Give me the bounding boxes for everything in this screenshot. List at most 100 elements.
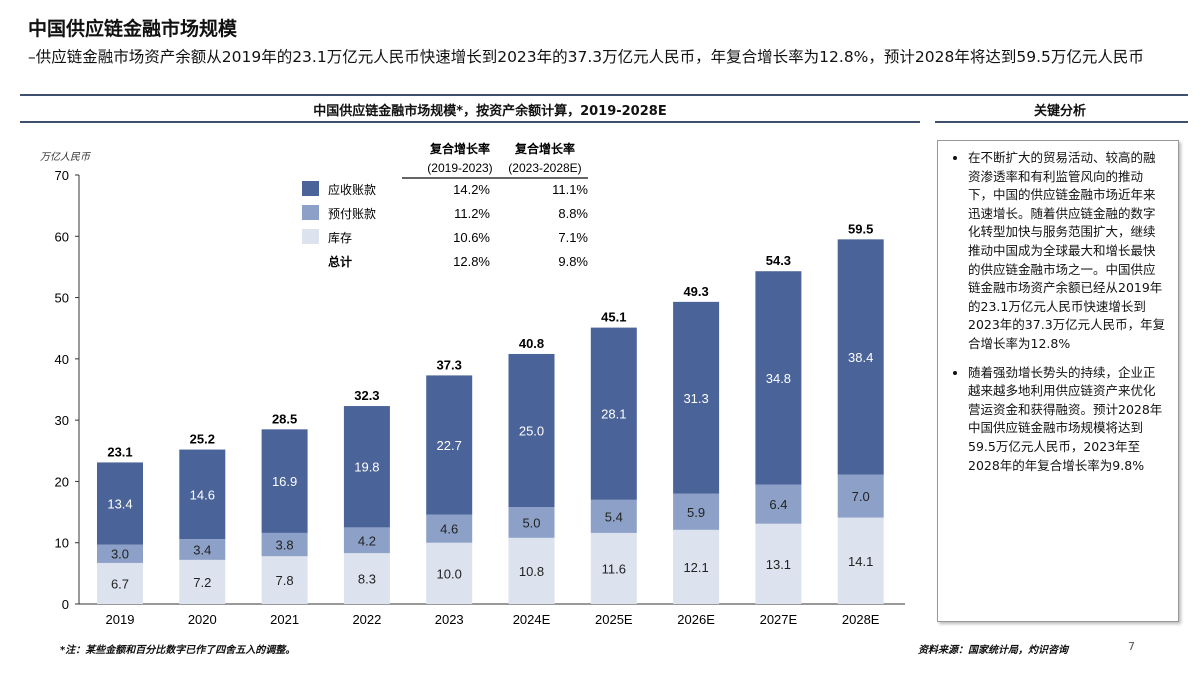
cagr-value: 10.6% xyxy=(453,230,490,245)
bar-segment xyxy=(508,353,555,508)
bar-segment xyxy=(179,559,226,604)
cagr-header-period: (2019-2023) xyxy=(427,161,492,175)
data-label: 14.6 xyxy=(190,487,215,502)
legend-label: 库存 xyxy=(328,230,352,245)
bar-segment xyxy=(508,507,555,538)
bar-segment xyxy=(343,553,390,604)
y-tick-label: 50 xyxy=(55,291,69,306)
data-label: 3.8 xyxy=(276,538,294,553)
source: 资料来源：国家统计局，灼识咨询 xyxy=(918,645,1068,656)
data-label: 22.7 xyxy=(437,438,462,453)
data-label: 6.4 xyxy=(769,497,787,512)
chart-title: 中国供应链金融市场规模*，按资产余额计算，2019-2028E xyxy=(313,104,667,119)
bullet: 随着强劲增长势头的持续，企业正越来越多地利用供应链资产来优化营运资金和获得融资。… xyxy=(968,364,1166,476)
data-label: 19.8 xyxy=(354,460,379,475)
y-tick-label: 10 xyxy=(55,536,69,551)
bar-segment xyxy=(261,556,308,604)
bar-segment xyxy=(755,484,802,524)
x-tick-label: 2027E xyxy=(760,612,798,627)
total-label: 25.2 xyxy=(190,432,215,447)
bar-segment xyxy=(261,429,308,533)
x-tick-label: 2025E xyxy=(595,612,633,627)
bar-segment xyxy=(673,301,720,494)
data-label: 7.8 xyxy=(276,573,294,588)
bar-segment xyxy=(590,499,637,533)
page-number: 7 xyxy=(1128,640,1135,653)
legend-swatch xyxy=(302,205,319,220)
total-label: 40.8 xyxy=(519,336,544,351)
bar-segment xyxy=(343,406,390,528)
total-label: 49.3 xyxy=(683,284,708,299)
legend-label: 应收账款 xyxy=(328,182,376,197)
data-label: 8.3 xyxy=(358,572,376,587)
footnote: *注：某些金额和百分比数字已作了四舍五入的调整。 xyxy=(60,645,296,656)
cagr-header-period: (2023-2028E) xyxy=(508,161,581,175)
bar-segment xyxy=(97,544,143,563)
x-tick-label: 2020 xyxy=(188,612,217,627)
bar-segment xyxy=(590,327,637,500)
bullet: 在不断扩大的贸易活动、较高的融资渗透率和有利监管风向的推动下，中国的供应链金融市… xyxy=(968,149,1166,354)
divider xyxy=(935,121,1188,123)
data-label: 25.0 xyxy=(519,424,544,439)
key-analysis-title: 关键分析 xyxy=(1033,104,1086,119)
subtitle: –供应链金融市场资产余额从2019年的23.1万亿元人民币快速增长到2023年的… xyxy=(28,48,1144,66)
total-label: 54.3 xyxy=(766,253,791,268)
cagr-header: 复合增长率 xyxy=(514,141,575,156)
legend-swatch xyxy=(302,181,319,196)
y-tick-label: 30 xyxy=(55,413,69,428)
bar-segment xyxy=(590,532,637,604)
total-label: 45.1 xyxy=(601,310,626,325)
bar-segment xyxy=(837,517,884,604)
data-label: 3.0 xyxy=(111,547,129,562)
bar-segment xyxy=(837,474,884,518)
legend-label: 预付账款 xyxy=(328,207,376,221)
bar-segment xyxy=(97,562,143,604)
bar-segment xyxy=(673,529,720,604)
y-tick-label: 20 xyxy=(55,474,69,489)
cagr-header: 复合增长率 xyxy=(429,141,490,156)
data-label: 7.2 xyxy=(193,575,211,590)
data-label: 11.6 xyxy=(602,561,626,576)
x-tick-label: 2026E xyxy=(677,612,715,627)
x-tick-label: 2028E xyxy=(842,612,880,627)
bar-segment xyxy=(179,449,226,540)
data-label: 4.2 xyxy=(358,533,376,548)
legend-swatch xyxy=(302,229,319,244)
bar-segment xyxy=(261,532,308,557)
bar-segment xyxy=(97,462,143,545)
total-label: 28.5 xyxy=(272,411,297,426)
data-label: 5.9 xyxy=(687,505,705,520)
stacked-bar-chart: 0 10 20 30 40 50 60 70 万亿人民币 6.7 3.0 13.4 23.1 2019 7.… xyxy=(40,141,905,627)
bar-segment xyxy=(426,375,473,515)
bar-segment xyxy=(673,493,720,530)
data-label: 13.4 xyxy=(107,496,132,511)
legend-label: 总计 xyxy=(328,254,352,269)
divider xyxy=(20,121,920,123)
data-label: 5.0 xyxy=(522,515,540,530)
cagr-value: 12.8% xyxy=(453,254,490,269)
bar-segment xyxy=(179,539,226,560)
bar-segment xyxy=(837,239,884,475)
data-label: 16.9 xyxy=(272,474,297,489)
data-label: 7.0 xyxy=(852,489,870,504)
data-label: 34.8 xyxy=(766,371,791,386)
bar-segment xyxy=(426,542,473,604)
y-axis-label: 万亿人民币 xyxy=(40,151,92,163)
data-label: 28.1 xyxy=(601,407,626,422)
x-tick-label: 2019 xyxy=(106,612,135,627)
data-label: 12.1 xyxy=(683,560,708,575)
x-tick-label: 2024E xyxy=(513,612,551,627)
total-label: 59.5 xyxy=(848,221,873,236)
x-tick-label: 2021 xyxy=(270,612,299,627)
data-label: 31.3 xyxy=(683,391,708,406)
total-label: 32.3 xyxy=(354,388,379,403)
data-label: 5.4 xyxy=(605,509,623,524)
data-label: 3.4 xyxy=(193,542,211,557)
x-tick-label: 2022 xyxy=(352,612,381,627)
cagr-value: 7.1% xyxy=(558,230,588,245)
bar-segment xyxy=(508,537,555,604)
y-tick-label: 0 xyxy=(62,597,69,612)
cagr-value: 8.8% xyxy=(558,206,588,221)
data-label: 14.1 xyxy=(848,554,873,569)
data-label: 13.1 xyxy=(766,557,791,572)
